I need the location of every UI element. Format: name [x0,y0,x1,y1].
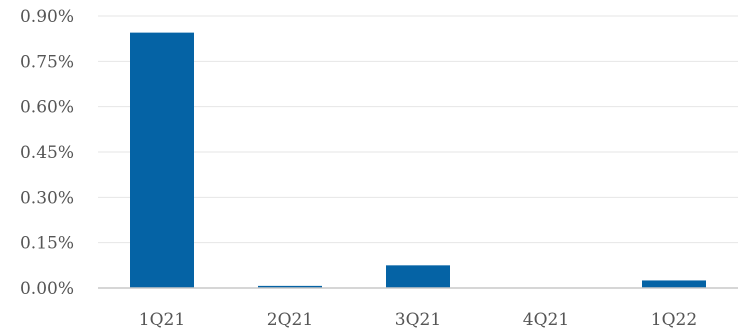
y-tick-label: 0.00% [20,279,74,299]
bar-1q22 [642,280,706,288]
y-axis-tick-labels: 0.00% 0.15% 0.30% 0.45% 0.60% 0.75% 0.90% [20,7,74,299]
x-category-label: 1Q22 [651,310,697,330]
x-category-label: 3Q21 [395,310,441,330]
y-tick-label: 0.30% [20,188,74,208]
gridlines [98,15,738,244]
x-axis-category-labels: 1Q21 2Q21 3Q21 4Q21 1Q22 [139,310,697,330]
bars [130,32,706,288]
y-tick-label: 0.15% [20,234,74,254]
x-category-label: 1Q21 [139,310,185,330]
y-tick-label: 0.60% [20,98,74,118]
y-tick-label: 0.90% [20,7,74,27]
y-tick-label: 0.45% [20,143,74,163]
bar-3q21 [386,265,450,288]
x-category-label: 4Q21 [523,310,569,330]
x-category-label: 2Q21 [267,310,313,330]
bar-2q21 [258,285,322,288]
bar-1q21 [130,32,194,288]
y-tick-label: 0.75% [20,52,74,72]
